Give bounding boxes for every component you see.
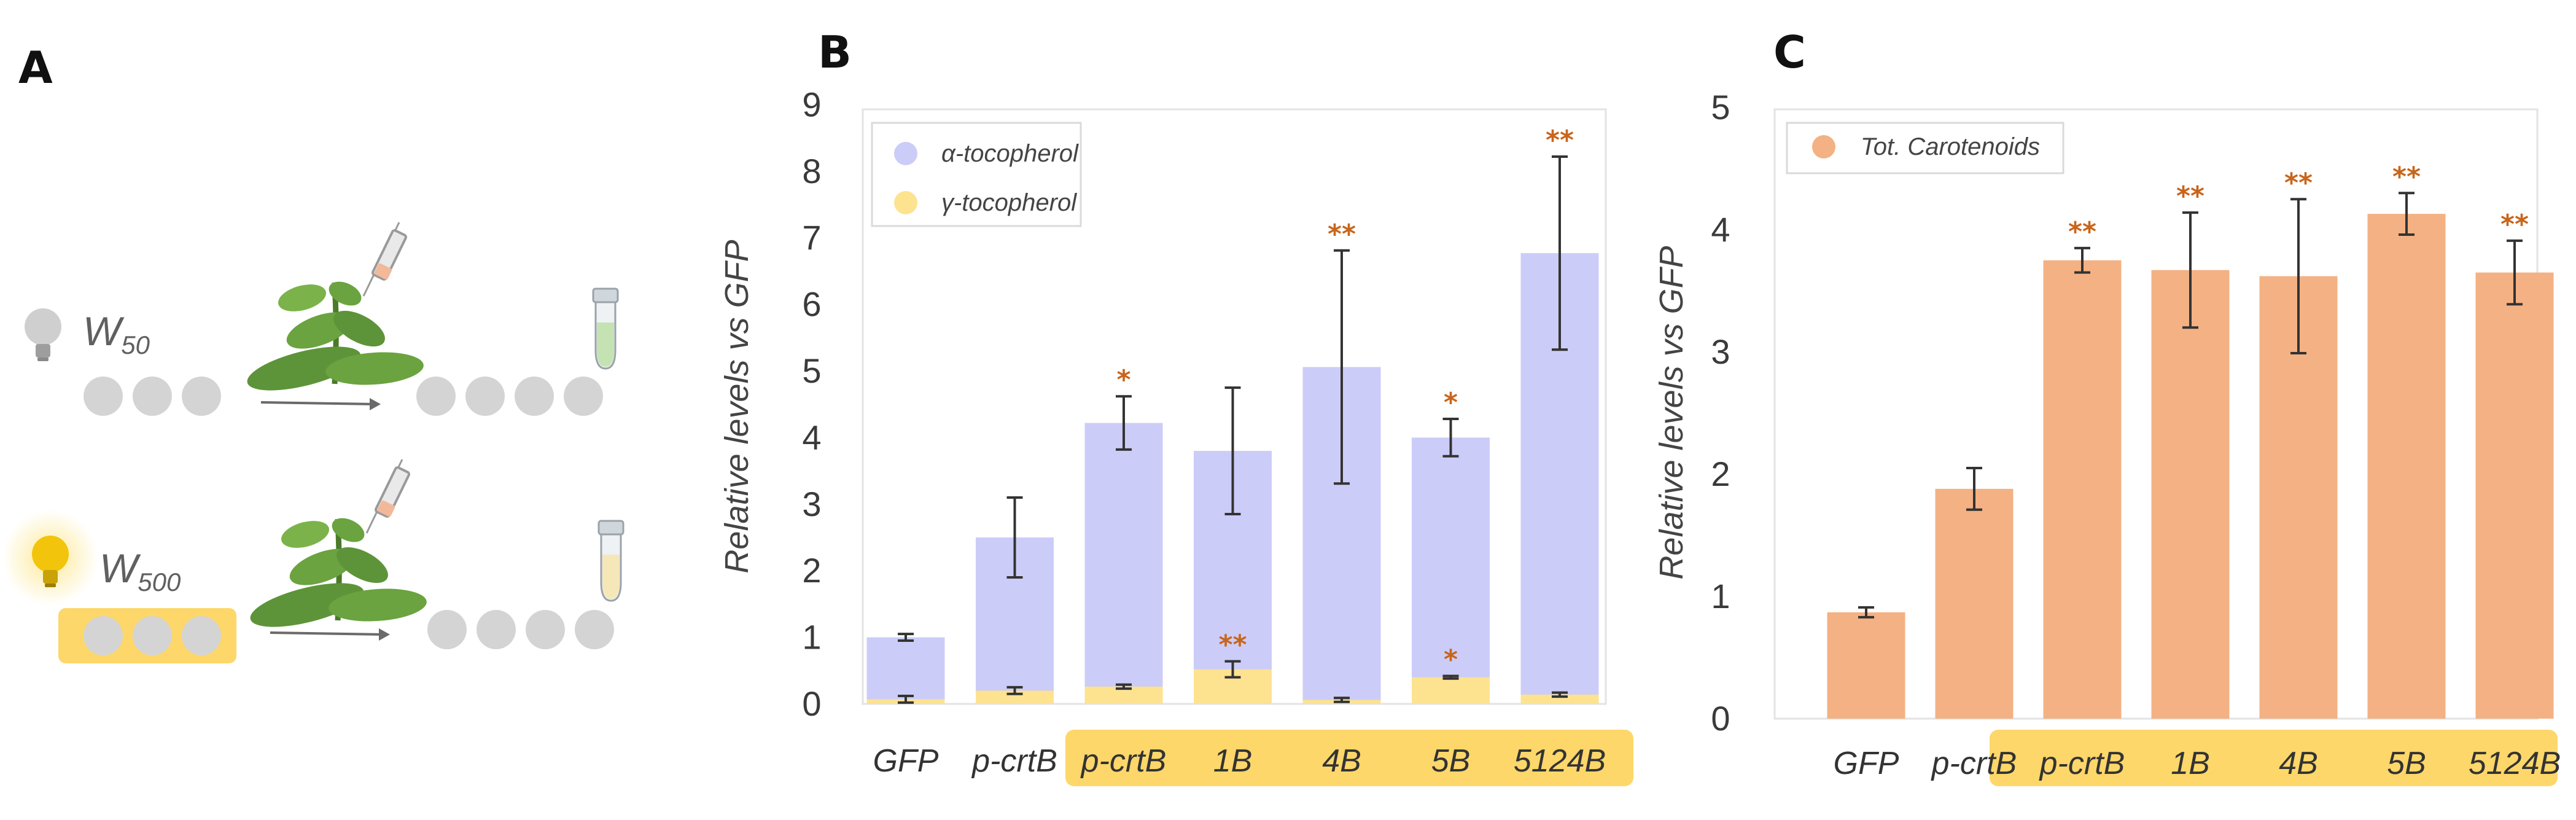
category-label: p-crtB [1080, 743, 1167, 779]
significance-carotenoids: ** [2392, 161, 2421, 192]
bars [1827, 214, 2554, 719]
bar-total-carotenoids [2367, 214, 2446, 719]
y-axis-label: Relative levels vs GFP [1653, 246, 1690, 579]
y-tick-label: 7 [802, 218, 821, 257]
leaf-discs-before [84, 377, 221, 416]
significance-carotenoids: ** [2284, 167, 2313, 198]
y-tick-label: 4 [802, 418, 821, 456]
syringe-icon [365, 459, 410, 534]
arrow-icon [270, 628, 390, 641]
category-labels: GFP p-crtB p-crtB 1B 4B 5B 5124B [1834, 746, 2561, 781]
bar-total-carotenoids [1827, 612, 1905, 719]
category-label: p-crtB [971, 743, 1057, 779]
legend-label-gamma: γ-tocopherol [941, 189, 1077, 216]
highlight-box [1990, 730, 2558, 786]
legend-label-carotenoids: Tot. Carotenoids [1861, 133, 2040, 160]
y-tick-label: 2 [802, 551, 821, 590]
arrow-icon [260, 398, 381, 410]
significance-alpha: ** [1546, 125, 1574, 156]
legend-swatch-alpha [894, 142, 917, 165]
category-label: 1B [2171, 746, 2210, 781]
category-label: GFP [873, 743, 939, 779]
leaf-discs-after [416, 377, 603, 416]
category-label: 5124B [1514, 743, 1606, 779]
syringe-icon [362, 222, 407, 297]
significance-carotenoids: ** [2500, 209, 2529, 240]
plant-icon [250, 518, 427, 627]
error-bars [898, 155, 1568, 704]
legend-swatch-carotenoids [1812, 135, 1835, 158]
y-tick-label: 1 [1711, 577, 1730, 615]
legend-swatch-gamma [894, 191, 917, 214]
y-tick-label: 2 [1711, 455, 1730, 493]
bulb-on-icon [32, 536, 69, 587]
w500-row: W500 [2, 459, 625, 663]
significance-alpha: * [1444, 387, 1458, 418]
y-ticks: 0 1 2 3 4 5 [1711, 88, 1730, 738]
y-tick-label: 3 [802, 485, 821, 523]
bulb-off-icon [25, 308, 61, 361]
y-tick-label: 0 [802, 684, 821, 723]
error-bars [1858, 192, 2523, 619]
bar-gamma-tocopherol [1520, 694, 1599, 704]
bar-alpha-tocopherol [866, 637, 945, 704]
bar-total-carotenoids [1935, 488, 2014, 719]
y-tick-label: 6 [802, 285, 821, 324]
y-tick-label: 8 [802, 152, 821, 190]
legend: α-tocopherol γ-tocopherol [871, 122, 1082, 227]
y-tick-label: 3 [1711, 332, 1730, 371]
y-tick-label: 5 [1711, 88, 1730, 127]
category-label: 5B [1431, 743, 1471, 779]
leaf-discs-before [84, 616, 221, 655]
legend: Tot. Carotenoids [1786, 122, 2064, 174]
category-label: 4B [2279, 746, 2318, 781]
bar-alpha-tocopherol [1412, 437, 1490, 704]
category-label: 5124B [2469, 746, 2561, 781]
w50-row: W50 [25, 222, 619, 416]
bar-total-carotenoids [2043, 260, 2122, 719]
significance-alpha: * [1116, 364, 1130, 396]
tube-icon [592, 287, 619, 370]
bar-gamma-tocopherol [1412, 677, 1490, 704]
w50-label: W50 [83, 308, 150, 359]
bar-alpha-tocopherol [1084, 423, 1163, 704]
category-label: p-crtB [1931, 746, 2017, 781]
significance-marks: ** ** ** ** ** [2068, 161, 2529, 248]
category-label: 1B [1213, 743, 1253, 779]
panel-a: A W50 [2, 42, 625, 663]
y-ticks: 0 1 2 3 4 5 6 7 8 9 [802, 85, 821, 723]
significance-gamma: ** [1218, 630, 1247, 661]
category-labels: GFP p-crtB p-crtB 1B 4B 5B 5124B [873, 743, 1606, 779]
panel-a-letter: A [18, 42, 53, 93]
bar-total-carotenoids [2151, 270, 2230, 719]
category-label: p-crtB [2039, 746, 2125, 781]
y-tick-label: 1 [802, 618, 821, 657]
panel-c-letter: C [1773, 26, 1806, 78]
y-tick-label: 4 [1711, 210, 1730, 249]
category-label: 4B [1322, 743, 1361, 779]
significance-carotenoids: ** [2068, 216, 2096, 248]
y-tick-label: 5 [802, 351, 821, 390]
category-label: 5B [2387, 746, 2426, 781]
legend-label-alpha: α-tocopherol [941, 140, 1079, 167]
y-tick-label: 0 [1711, 699, 1730, 738]
significance-marks: ********* [1116, 125, 1574, 676]
tube-icon [597, 520, 625, 602]
bar-total-carotenoids [2475, 272, 2554, 719]
y-axis-label: Relative levels vs GFP [718, 240, 755, 573]
plant-icon [247, 281, 424, 391]
significance-gamma: * [1444, 644, 1458, 675]
significance-carotenoids: ** [2176, 181, 2204, 212]
y-tick-label: 9 [802, 85, 821, 123]
category-label: GFP [1834, 746, 1899, 781]
highlight-box [1065, 730, 1633, 786]
leaf-discs-after [427, 610, 614, 649]
bar-gamma-tocopherol [976, 690, 1054, 704]
significance-alpha: ** [1328, 219, 1356, 250]
panel-b-letter: B [818, 26, 852, 78]
w500-label: W500 [99, 545, 181, 596]
